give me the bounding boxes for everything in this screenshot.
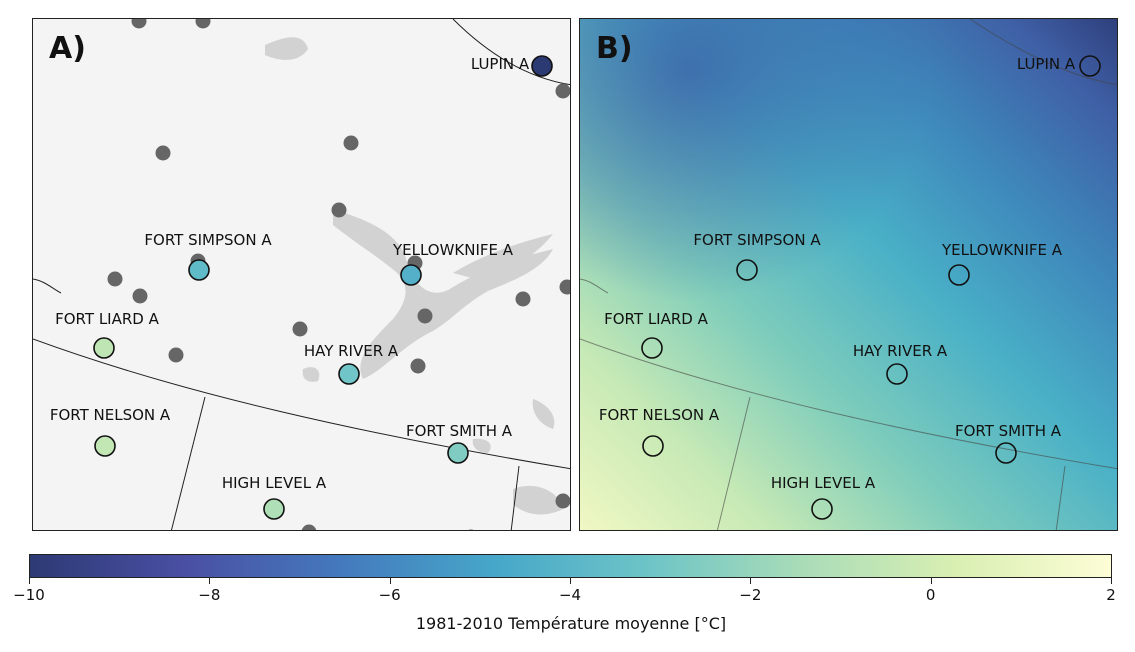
stations-layer-b (641, 55, 1101, 520)
lakes-layer (265, 37, 563, 515)
station-label: YELLOWKNIFE A (392, 241, 514, 259)
station-marker[interactable] (995, 442, 1017, 464)
other-station-dot (195, 19, 211, 29)
station-marker[interactable] (642, 435, 664, 457)
station-marker[interactable] (93, 337, 115, 359)
other-station-dot (555, 493, 570, 509)
lake-shape (302, 367, 320, 382)
colorbar-tick (750, 578, 752, 584)
station-label: FORT SIMPSON A (144, 231, 272, 249)
colorbar-tick (209, 578, 211, 584)
other-station-dot (155, 145, 171, 161)
border-line (452, 19, 570, 86)
map-panel-b: B) LUPIN A FORT SIMPSON A YELLOWKNIFE A FOR… (579, 18, 1118, 531)
station-marker[interactable] (400, 264, 422, 286)
border-line (170, 396, 206, 530)
colorbar-tick (389, 578, 391, 584)
station-marker[interactable] (736, 259, 758, 281)
border-line (716, 396, 751, 530)
other-station-dot (343, 135, 359, 151)
station-label: HIGH LEVEL A (770, 474, 876, 492)
station-label: FORT LIARD A (604, 310, 708, 328)
other-station-dot (168, 347, 184, 363)
colorbar-tick-label: −2 (739, 586, 762, 604)
other-station-dot (515, 291, 531, 307)
other-station-dot (131, 19, 147, 29)
lake-shape (532, 399, 555, 429)
lake-shape (472, 438, 491, 453)
station-label: FORT SMITH A (954, 422, 1062, 440)
station-marker[interactable] (94, 435, 116, 457)
map-panel-a: A) LUPIN A FORT SIMPSON A YELLOWKNIFE A FOR… (32, 18, 571, 531)
other-station-dot (555, 83, 570, 99)
lake-shape (265, 37, 308, 60)
station-label: FORT NELSON A (598, 406, 720, 424)
station-label: HAY RIVER A (852, 342, 948, 360)
other-station-dot (468, 529, 474, 530)
colorbar-tick-label: 2 (1106, 586, 1116, 604)
other-station-dot (107, 271, 123, 287)
station-label: LUPIN A (1016, 55, 1076, 73)
map-b-canvas (580, 19, 1117, 530)
panel-b-letter: B) (596, 31, 633, 66)
colorbar-tick (29, 578, 30, 584)
border-line (580, 338, 1117, 470)
border-line (969, 19, 1117, 86)
station-marker[interactable] (263, 498, 285, 520)
station-label: HAY RIVER A (303, 342, 399, 360)
station-marker[interactable] (886, 363, 908, 385)
colorbar-tick (1111, 578, 1112, 584)
other-station-dot (417, 308, 433, 324)
colorbar-tick-label: −10 (13, 586, 45, 604)
station-label: HIGH LEVEL A (221, 474, 327, 492)
other-station-dot (331, 202, 347, 218)
colorbar-tick-label: −4 (558, 586, 582, 604)
stations-layer-a (93, 55, 553, 520)
station-label: FORT NELSON A (49, 406, 171, 424)
border-line (1055, 465, 1066, 530)
colorbar-tick-label: −6 (378, 586, 401, 604)
temperature-colorbar (29, 554, 1112, 578)
panel-a-letter: A) (49, 31, 86, 66)
colorbar-label: 1981-2010 Température moyenne [°C] (415, 614, 727, 633)
station-marker[interactable] (531, 55, 553, 77)
colorbar-tick-label: −8 (198, 586, 221, 604)
other-station-dot (292, 321, 308, 337)
other-station-dot (301, 524, 317, 530)
border-line (33, 338, 570, 470)
other-station-dot (559, 279, 570, 295)
station-marker[interactable] (338, 363, 360, 385)
colorbar-tick (570, 578, 571, 584)
border-line (510, 465, 520, 530)
station-label: FORT LIARD A (55, 310, 159, 328)
station-label: FORT SIMPSON A (693, 231, 821, 249)
colorbar-tick-label: 0 (925, 586, 936, 604)
station-marker[interactable] (447, 442, 469, 464)
mountain-cold-overlay (580, 19, 1117, 530)
border-line (580, 278, 609, 294)
borders-layer-b (580, 19, 1117, 530)
borders-layer (33, 19, 570, 530)
other-stations-layer (107, 19, 570, 530)
station-label: FORT SMITH A (405, 422, 513, 440)
station-marker[interactable] (811, 498, 833, 520)
lake-shape (513, 485, 563, 515)
lake-shape (333, 209, 553, 379)
lake-shape (453, 234, 553, 281)
station-label: YELLOWKNIFE A (941, 241, 1063, 259)
colorbar-tick (930, 578, 932, 584)
other-station-dot (132, 288, 148, 304)
other-station-dot (410, 358, 426, 374)
station-marker[interactable] (188, 259, 210, 281)
station-marker[interactable] (1079, 55, 1101, 77)
station-label: LUPIN A (470, 55, 530, 73)
station-marker[interactable] (641, 337, 663, 359)
border-line (33, 278, 62, 294)
map-a-canvas (33, 19, 570, 530)
station-marker[interactable] (948, 264, 970, 286)
